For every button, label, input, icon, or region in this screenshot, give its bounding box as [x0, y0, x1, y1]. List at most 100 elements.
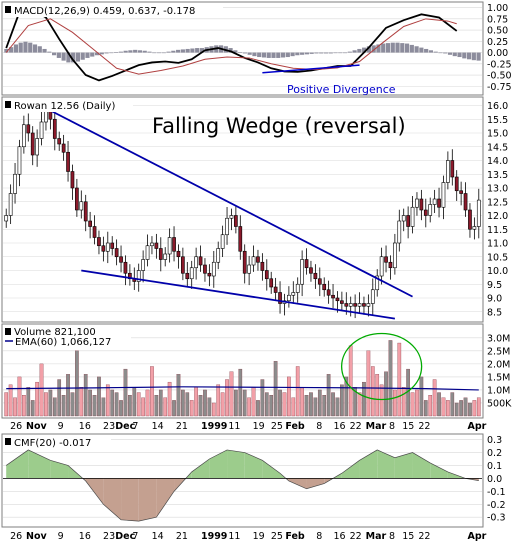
macd-histogram-bar	[114, 52, 119, 53]
macd-series-signal	[5, 18, 457, 75]
x-tick-label: Feb	[285, 421, 305, 432]
y-tick-label: 0.1	[487, 461, 502, 472]
macd-histogram-bar	[419, 47, 424, 53]
candle	[406, 215, 410, 227]
candle	[366, 303, 371, 307]
x-tick-label: Dec	[115, 421, 135, 432]
candle	[150, 242, 154, 247]
volume-bar	[401, 387, 406, 417]
cmf-area-segment	[227, 449, 245, 479]
macd-histogram-bar	[424, 48, 429, 53]
macd-histogram-bar	[338, 52, 343, 54]
candle	[375, 275, 380, 291]
candle	[44, 110, 48, 123]
y-tick-label: 0.25	[487, 37, 508, 48]
volume-bar	[370, 366, 375, 417]
x-tick-label: 15	[402, 421, 414, 432]
cmf-area-segment	[244, 452, 263, 479]
candle	[17, 146, 22, 175]
volume-ema-label: EMA(60) 1,066,127	[15, 337, 111, 348]
volume-bar	[300, 387, 304, 417]
macd-histogram-bar	[414, 46, 419, 53]
cmf-area-segment	[191, 459, 210, 479]
candle	[313, 272, 318, 280]
volume-bar	[348, 345, 353, 417]
macd-histogram-bar	[342, 52, 348, 54]
macd-histogram-bar	[409, 44, 414, 53]
x-tick-label: 14	[152, 531, 164, 542]
x-tick-label: 16	[79, 531, 91, 542]
candle	[264, 270, 269, 280]
y-tick-label: 0.00	[487, 48, 508, 59]
y-tick-label: -0.25	[487, 59, 512, 70]
macd-histogram-bar	[233, 50, 238, 53]
macd-histogram-bar	[13, 44, 19, 53]
volume-bar	[468, 402, 472, 417]
candle	[476, 199, 481, 227]
y-tick-label: 9.0	[487, 294, 502, 305]
macd-histogram-bar	[376, 44, 381, 53]
candle	[437, 198, 441, 208]
x-tick-label: 14	[152, 421, 164, 432]
y-tick-label: 14.0	[487, 156, 508, 167]
candle	[75, 187, 79, 211]
macd-histogram-bar	[171, 50, 176, 53]
macd-histogram-bar	[261, 52, 267, 58]
price-panel: 16.0 15.5 15.0 14.5 14.0 13.5 13.0 12.5 12.0 11.5…	[1, 96, 508, 323]
y-tick-label: 16.0	[487, 101, 508, 112]
macd-histogram-bar	[438, 52, 443, 54]
candle	[158, 248, 163, 260]
y-tick-label: -0.50	[487, 71, 512, 82]
y-tick-label: 0.3	[487, 435, 502, 446]
candle	[185, 272, 190, 280]
volume-bar	[132, 387, 137, 417]
macd-histogram-bar	[290, 52, 295, 57]
cmf-area-segment	[121, 478, 139, 522]
volume-bar	[216, 384, 221, 417]
volume-bar	[167, 381, 172, 417]
x-tick-label: Mar	[366, 531, 387, 542]
x-tick-label: Nov	[26, 421, 47, 432]
candle	[176, 250, 181, 258]
cmf-area-segment	[430, 462, 448, 479]
macd-histogram-bar	[161, 52, 166, 54]
candle	[198, 256, 203, 266]
x-tick-label: 1999	[201, 421, 227, 432]
candle	[225, 217, 229, 236]
x-tick-label: Mar	[366, 421, 387, 432]
candle	[141, 259, 145, 271]
x-tick-label: 26	[10, 421, 22, 432]
y-tick-label: 1.5M	[487, 372, 510, 383]
volume-bar	[79, 387, 84, 417]
volume-bar	[185, 392, 190, 417]
macd-histogram-bar	[357, 48, 362, 53]
x-tick-label: 11	[228, 421, 240, 432]
volume-bar	[8, 384, 13, 417]
candle	[415, 198, 419, 208]
volume-bar	[52, 397, 57, 417]
macd-histogram-bar	[28, 42, 33, 53]
volume-bar	[459, 400, 463, 417]
volume-title: Volume 821,100	[14, 327, 96, 338]
candle	[295, 283, 300, 293]
volume-bar	[13, 397, 17, 417]
candle	[317, 278, 322, 285]
positive-divergence-line	[262, 64, 360, 74]
x-tick-label: Feb	[285, 531, 305, 542]
candle	[211, 261, 216, 277]
cmf-area-segment	[156, 478, 175, 518]
candle	[167, 237, 172, 255]
macd-histogram-bar	[23, 41, 28, 53]
candle	[70, 171, 75, 189]
volume-bar	[317, 389, 322, 417]
volume-bar	[428, 395, 433, 417]
volume-bar	[295, 366, 300, 417]
cmf-area-segment	[341, 460, 360, 479]
macd-histogram-bar	[333, 52, 338, 54]
candle	[189, 267, 194, 280]
y-tick-label: 10.5	[487, 252, 508, 263]
y-tick-label: 0.75	[487, 14, 508, 25]
x-tick-label: 22	[418, 421, 430, 432]
candle	[79, 201, 84, 211]
volume-bar	[450, 392, 455, 417]
